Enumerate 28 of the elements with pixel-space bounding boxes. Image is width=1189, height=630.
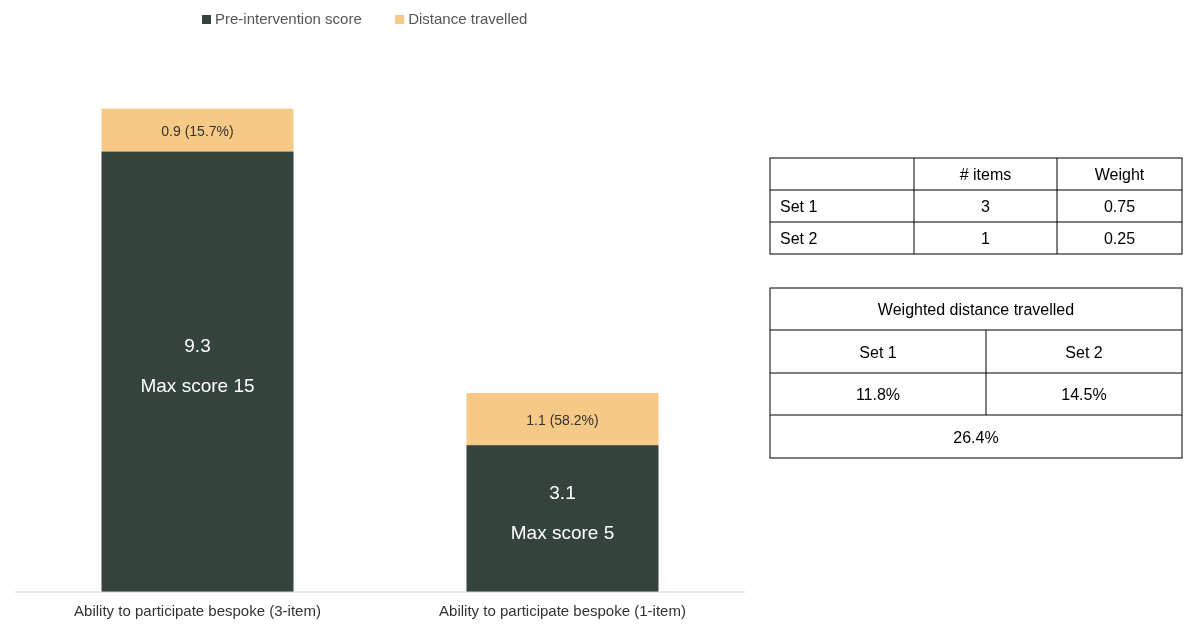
data-label: 1.1 (58.2%) [526, 412, 599, 429]
bar [466, 392, 659, 446]
text: 0.25 [1103, 230, 1136, 247]
annotation: Max score 15 [140, 374, 255, 396]
text: 3 [981, 198, 991, 215]
bar [101, 151, 294, 592]
text: 26.4% [953, 428, 999, 446]
text: Set 1 [780, 198, 818, 215]
bar [101, 108, 294, 152]
text: Set 2 [1065, 343, 1103, 361]
text: Set 1 [859, 343, 897, 361]
text: # items [959, 166, 1012, 183]
legend-label: Pre-intervention score [215, 10, 362, 27]
annotation: Max score 5 [510, 521, 615, 543]
text: Weighted distance travelled [877, 301, 1075, 318]
text: 14.5% [1061, 386, 1107, 403]
data-label: 3.1 [549, 481, 576, 503]
text: Weight [1094, 166, 1145, 183]
bar [466, 445, 659, 592]
x-tick-label: Ability to participate bespoke (3-item) [74, 602, 321, 619]
text: Set 2 [780, 230, 818, 247]
x-tick-label: Ability to participate bespoke (1-item) [439, 602, 686, 619]
legend-label: Distance travelled [408, 10, 528, 27]
text: 1 [981, 230, 991, 247]
text: 0.75 [1103, 198, 1136, 215]
text: 11.8% [855, 386, 901, 403]
data-label: 0.9 (15.7%) [161, 123, 234, 140]
data-label: 9.3 [184, 334, 211, 356]
